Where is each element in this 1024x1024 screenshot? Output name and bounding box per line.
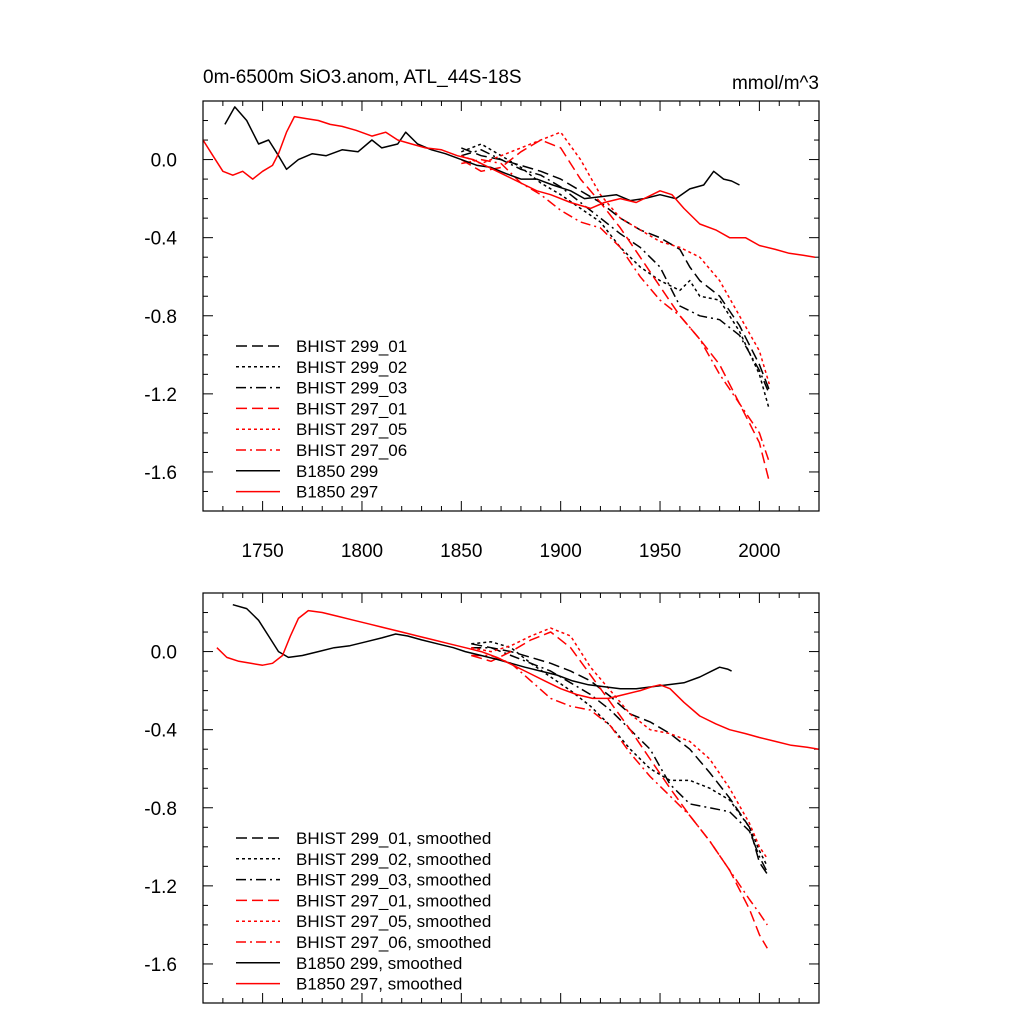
series-line-bhist-299-01 — [461, 147, 770, 391]
y-tick-label: -1.2 — [144, 877, 177, 898]
x-tick-label: 2000 — [738, 541, 780, 562]
series-line-bhist-299-02-smoothed — [471, 641, 768, 867]
series-line-b1850-299 — [224, 106, 740, 202]
legend-label: B1850 297, smoothed — [296, 975, 462, 994]
legend-label: BHIST 299_03 — [296, 379, 407, 398]
series-line-bhist-297-01 — [460, 139, 771, 482]
legend-label: BHIST 299_02 — [296, 358, 407, 377]
y-tick-label: -1.6 — [144, 955, 177, 976]
series-line-bhist-297-06 — [461, 158, 771, 463]
legend-label: B1850 297 — [296, 483, 378, 502]
y-tick-label: 0.0 — [151, 643, 177, 664]
legend-label: BHIST 297_05, smoothed — [296, 912, 491, 931]
series-line-b1850-297-smoothed — [216, 609, 819, 750]
y-tick-label: -1.6 — [144, 463, 177, 484]
legend-label: BHIST 297_06 — [296, 441, 407, 460]
legend-label: BHIST 297_05 — [296, 420, 407, 439]
legend-label: BHIST 299_01 — [296, 337, 407, 356]
legend-label: B1850 299 — [296, 462, 378, 481]
series-line-bhist-297-05 — [461, 131, 771, 385]
plot-frame — [202, 100, 820, 512]
series-lines — [203, 106, 816, 482]
y-tick-label: 0.0 — [151, 151, 177, 172]
legend-label: BHIST 297_01, smoothed — [296, 891, 491, 910]
legend-label: B1850 299, smoothed — [296, 954, 462, 973]
x-tick-label: 1950 — [639, 541, 681, 562]
chart-units: mmol/m^3 — [732, 73, 819, 94]
series-line-b1850-297 — [203, 115, 816, 258]
series-line-bhist-299-01-smoothed — [471, 643, 768, 875]
chart-title: 0m-6500m SiO3.anom, ATL_44S-18S — [203, 67, 522, 88]
legend-label: BHIST 297_06, smoothed — [296, 933, 491, 952]
chart-panel-2: 0.0 -0.4 -0.8 -1.2 -1.6 BHIST 299_01, smoothe… — [144, 592, 820, 1004]
plot-frame — [202, 592, 820, 1004]
series-line-bhist-299-03-smoothed — [471, 646, 768, 873]
legend-label: BHIST 299_03, smoothed — [296, 871, 491, 890]
series-lines — [216, 603, 819, 949]
legend-label: BHIST 299_01, smoothed — [296, 829, 491, 848]
y-tick-label: -0.8 — [144, 799, 177, 820]
x-tick-label: 1900 — [540, 541, 582, 562]
y-tick-label: -0.4 — [144, 721, 177, 742]
series-line-bhist-299-02 — [461, 143, 771, 410]
x-tick-label: 1800 — [341, 541, 383, 562]
series-line-bhist-297-01-smoothed — [471, 631, 768, 949]
series-line-bhist-297-05-smoothed — [471, 627, 768, 859]
y-tick-label: -0.8 — [144, 307, 177, 328]
x-tick-label: 1750 — [241, 541, 283, 562]
y-tick-label: -1.2 — [144, 385, 177, 406]
series-line-bhist-299-03 — [461, 149, 770, 395]
x-tick-label: 1850 — [440, 541, 482, 562]
legend-label: BHIST 299_02, smoothed — [296, 850, 491, 869]
chart-panel-1: 0m-6500m SiO3.anom, ATL_44S-18S mmol/m^3 0… — [144, 67, 820, 562]
series-line-bhist-297-06-smoothed — [471, 654, 768, 926]
series-line-b1850-299-smoothed — [232, 603, 732, 690]
legend-label: BHIST 297_01 — [296, 399, 407, 418]
y-tick-label: -0.4 — [144, 229, 177, 250]
